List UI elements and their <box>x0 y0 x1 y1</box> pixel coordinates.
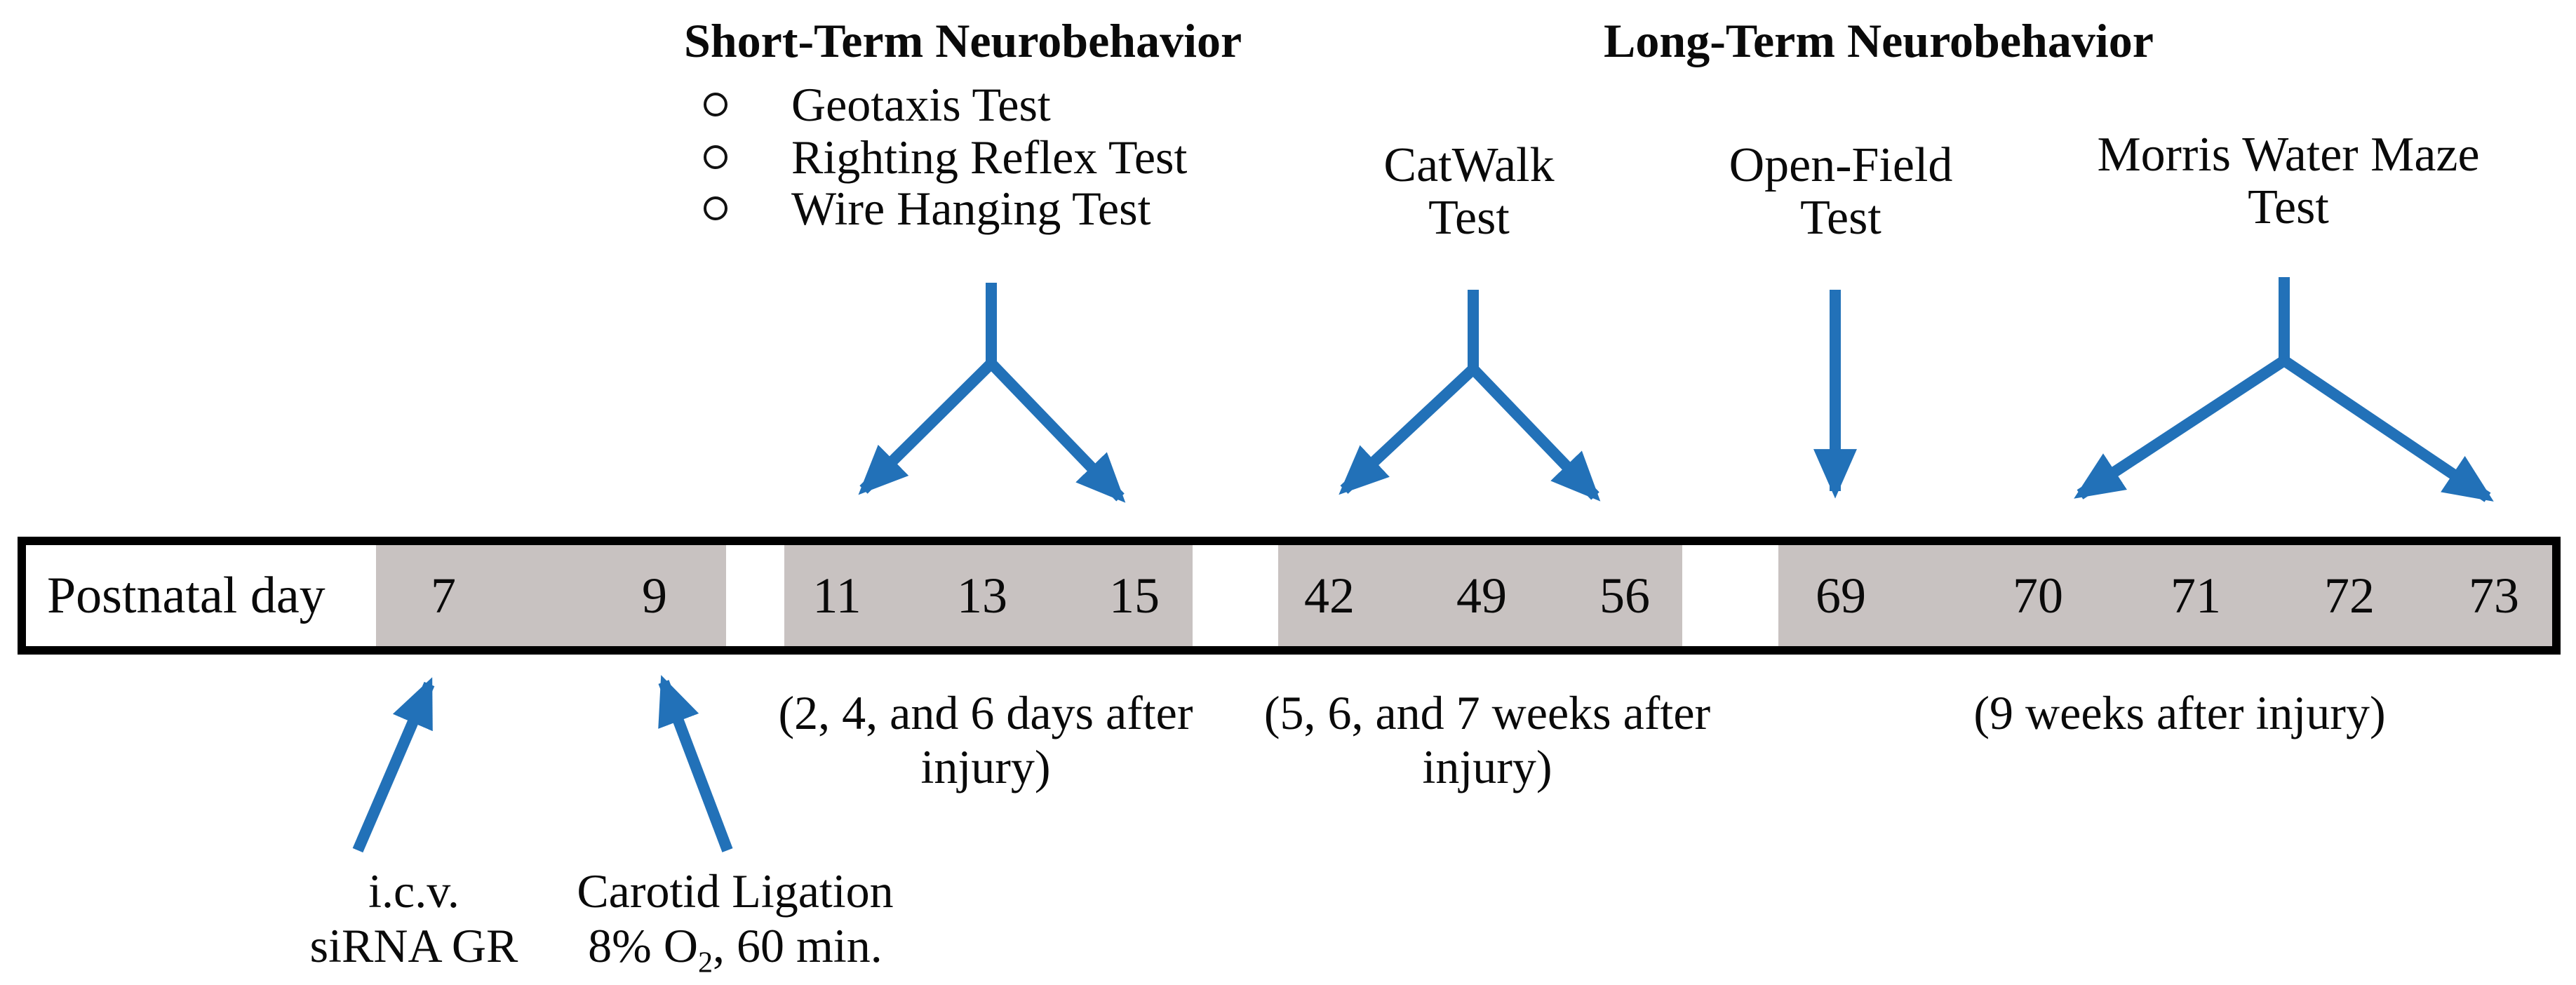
icv-label-line1: i.c.v. <box>368 864 459 918</box>
long-term-title: Long-Term Neurobehavior <box>1604 14 2154 67</box>
timeline-day-42: 42 <box>1304 567 1355 624</box>
timeline-day-69: 69 <box>1816 567 1866 624</box>
carotid-duration-text: , 60 min. <box>713 919 883 972</box>
catwalk-test-line2: Test <box>1428 191 1510 245</box>
open-field-test-line1: Open-Field <box>1729 138 1953 192</box>
icv-label-line2: siRNA GR <box>309 919 518 972</box>
list-item-wire-hanging: Wire Hanging Test <box>791 182 1151 235</box>
annotation-mid-line1: (5, 6, and 7 weeks after <box>1263 686 1711 739</box>
morris-water-maze-line1: Morris Water Maze <box>2097 128 2480 182</box>
short-term-arrow-to-day15 <box>987 359 1126 503</box>
timeline-day-13: 13 <box>957 567 1007 624</box>
timeline-day-15: 15 <box>1109 567 1160 624</box>
catwalk-test-label: CatWalk Test <box>1383 139 1554 244</box>
morris-arrow-to-day70 <box>2074 356 2288 500</box>
catwalk-arrow-to-day42 <box>1339 365 1477 495</box>
carotid-label-line1: Carotid Ligation <box>577 864 894 918</box>
carotid-hypoxia-text: 8% O <box>588 919 698 972</box>
annotation-short-line1: (2, 4, and 6 days after <box>778 686 1193 739</box>
icv-arrow-to-day7 <box>352 677 435 853</box>
morris-water-maze-line2: Test <box>2248 180 2329 234</box>
carotid-arrow-to-day9 <box>658 675 733 852</box>
catwalk-arrow-to-day56 <box>1469 365 1601 502</box>
bullet-circle-icon <box>704 93 727 116</box>
timeline-day-73: 73 <box>2469 567 2519 624</box>
gray-segment-days-69-73 <box>1778 545 2552 646</box>
bullet-circle-icon <box>704 145 727 169</box>
open-field-test-label: Open-Field Test <box>1729 139 1953 244</box>
short-term-title: Short-Term Neurobehavior <box>684 14 1242 67</box>
oxygen-subscript: 2 <box>697 946 713 979</box>
gray-segment-days-11-15 <box>784 545 1193 646</box>
annotation-nine-weeks-after-injury: (9 weeks after injury) <box>1973 686 2386 739</box>
annotation-short-line2: injury) <box>920 740 1051 793</box>
bullet-circle-icon <box>704 196 727 220</box>
annotation-mid-line2: injury) <box>1422 740 1552 793</box>
list-item-righting-reflex: Righting Reflex Test <box>791 130 1188 184</box>
short-term-arrow-to-day11 <box>858 359 995 495</box>
timeline-day-70: 70 <box>2013 567 2063 624</box>
timeline-day-11: 11 <box>812 567 861 624</box>
timeline-day-7: 7 <box>431 567 456 624</box>
open-field-test-line2: Test <box>1800 191 1881 245</box>
timeline-day-49: 49 <box>1456 567 1507 624</box>
timeline-day-56: 56 <box>1599 567 1650 624</box>
carotid-ligation-label: Carotid Ligation 8% O2, 60 min. <box>577 864 894 977</box>
annotation-weeks-after-injury: (5, 6, and 7 weeks after injury) <box>1264 686 1710 794</box>
morris-arrow-to-day73 <box>2281 356 2494 502</box>
icv-sirna-label: i.c.v. siRNA GR <box>310 864 518 973</box>
gray-segment-days-42-56 <box>1278 545 1682 646</box>
timeline-axis-label: Postnatal day <box>47 566 326 624</box>
annotation-days-after-injury: (2, 4, and 6 days after injury) <box>778 686 1193 794</box>
timeline-day-72: 72 <box>2324 567 2375 624</box>
gray-segment-days-7-9 <box>376 545 726 646</box>
catwalk-test-line1: CatWalk <box>1383 138 1555 192</box>
list-item-geotaxis: Geotaxis Test <box>791 78 1051 131</box>
carotid-label-line2: 8% O2, 60 min. <box>577 918 893 977</box>
timeline-day-71: 71 <box>2171 567 2221 624</box>
morris-water-maze-label: Morris Water Maze Test <box>2097 128 2479 234</box>
timeline-bar: Postnatal day 7 9 11 13 15 42 49 56 69 7… <box>18 537 2561 655</box>
timeline-day-9: 9 <box>642 567 667 624</box>
